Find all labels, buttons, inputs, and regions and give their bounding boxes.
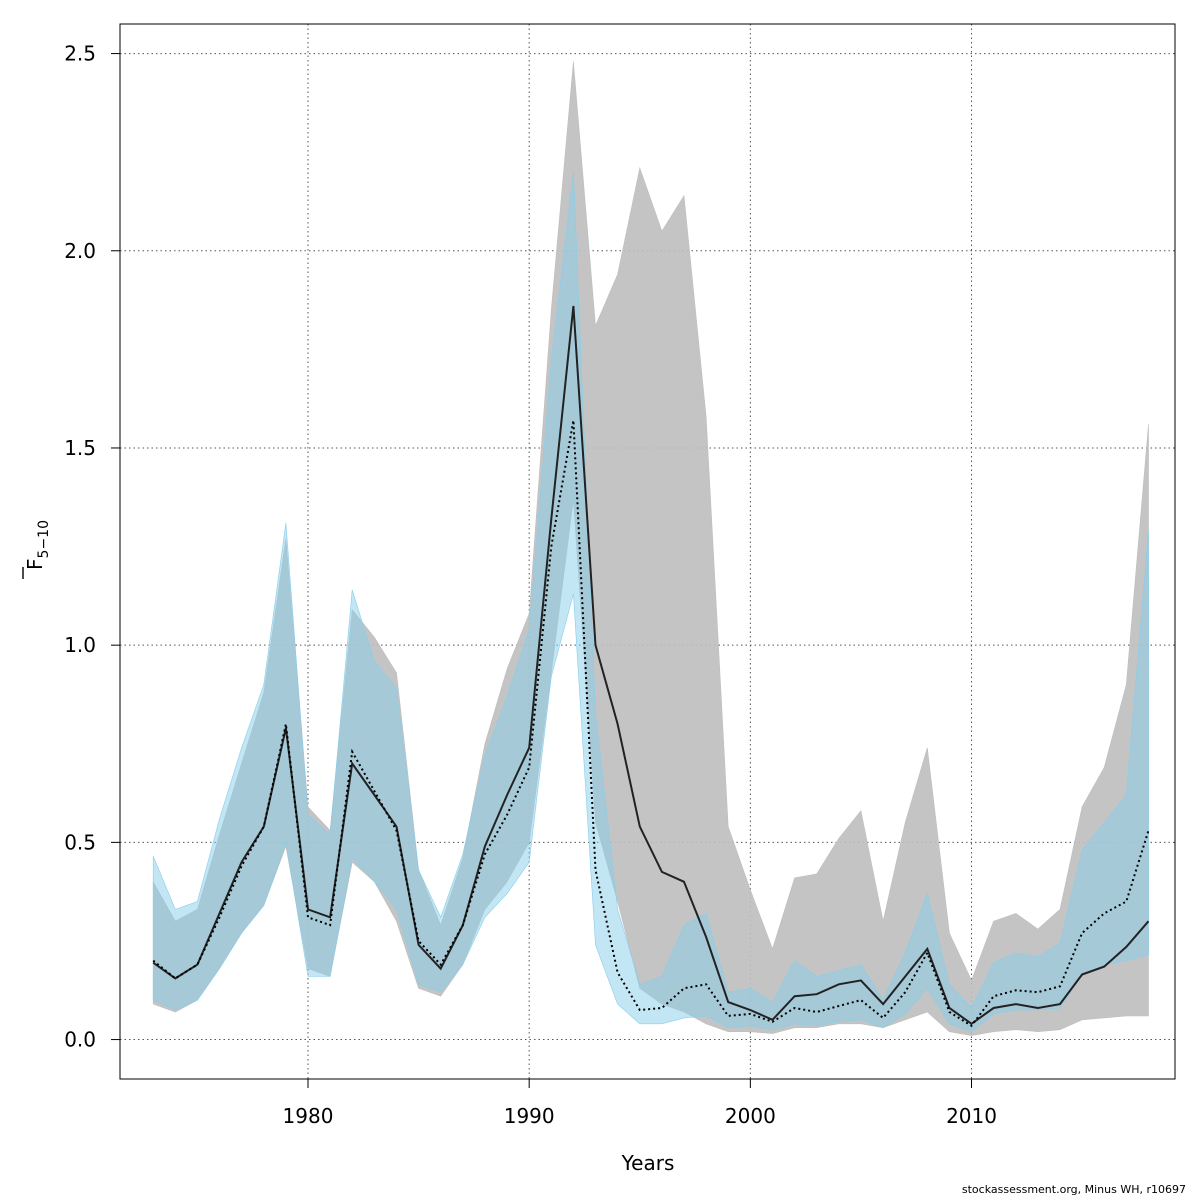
footer-credit: stockassessment.org, Minus WH, r10697	[961, 1183, 1186, 1196]
confidence-bands	[152, 61, 1149, 1036]
x-axis-title: Years	[621, 1151, 675, 1175]
y-axis: 0.0 0.5 1.0 1.5 2.0 2.5	[64, 42, 120, 1052]
y-axis-title: F5−10	[22, 520, 52, 579]
y-tick-label-1.0: 1.0	[64, 633, 96, 657]
confidence-band-series-2	[152, 171, 1149, 1033]
y-tick-label-2.0: 2.0	[64, 239, 96, 263]
x-tick-label-2010: 2010	[946, 1104, 997, 1128]
y-axis-title-subscript: 5−10	[36, 520, 52, 558]
svg-text:F5−10: F5−10	[23, 520, 52, 570]
x-tick-label-2000: 2000	[725, 1104, 776, 1128]
series-line-1	[152, 305, 1150, 1026]
x-tick-label-1980: 1980	[283, 1104, 334, 1128]
y-tick-label-0.5: 0.5	[64, 830, 96, 854]
x-axis: 1980 1990 2000 2010	[283, 1079, 997, 1128]
y-axis-title-main: F	[23, 558, 47, 570]
plot-frame	[119, 23, 1176, 1080]
y-tick-label-2.5: 2.5	[64, 42, 96, 66]
x-tick-label-1990: 1990	[504, 1104, 555, 1128]
series-lines	[152, 305, 1150, 1028]
y-tick-label-0.0: 0.0	[64, 1028, 96, 1052]
y-tick-label-1.5: 1.5	[64, 436, 96, 460]
